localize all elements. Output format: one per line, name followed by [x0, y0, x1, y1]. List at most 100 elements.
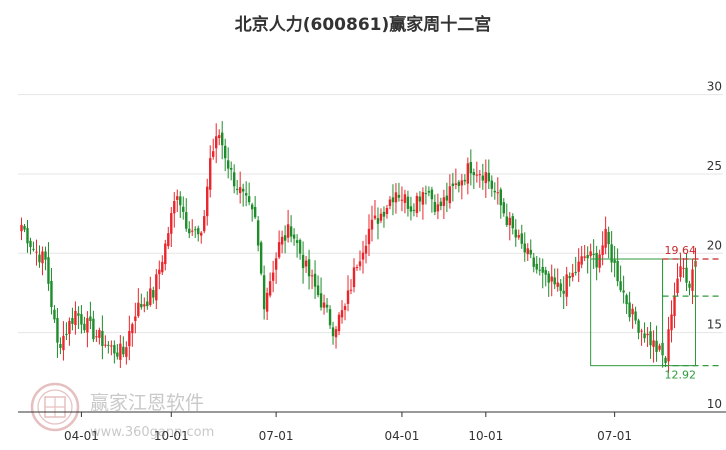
candle-body: [212, 151, 215, 157]
candle-body: [289, 226, 293, 237]
candle: [646, 327, 649, 348]
candle: [238, 171, 242, 204]
candle: [418, 191, 422, 212]
candle: [328, 305, 332, 329]
candle: [194, 226, 197, 238]
candle-body: [484, 172, 488, 184]
y-tick-label: 10: [707, 397, 722, 411]
candle-body: [206, 186, 209, 217]
candle-body: [355, 267, 359, 269]
candle-body: [454, 183, 458, 185]
candle-body: [565, 274, 568, 297]
candle-body: [550, 276, 553, 282]
candle: [442, 189, 446, 219]
candle-body: [155, 274, 158, 301]
candle: [676, 263, 679, 296]
candle: [218, 129, 221, 146]
candle-body: [89, 316, 92, 322]
candle: [520, 224, 523, 249]
candle: [164, 239, 167, 271]
candle: [448, 174, 452, 209]
candle-body: [256, 220, 260, 246]
candle-body: [110, 345, 113, 347]
candle: [301, 241, 305, 284]
watermark-name: 赢家江恩软件: [90, 392, 204, 414]
candle-body: [221, 132, 224, 146]
candle-body: [415, 195, 419, 213]
candle: [511, 213, 514, 235]
candle: [625, 293, 628, 314]
candle-body: [481, 175, 485, 181]
candle-body: [673, 295, 676, 316]
candle-body: [253, 206, 257, 218]
candle-body: [631, 308, 634, 315]
candle-body: [313, 273, 317, 287]
candle-body: [463, 179, 467, 182]
candle-body: [20, 224, 23, 232]
candle-body: [517, 235, 520, 238]
candle: [134, 302, 137, 334]
candle-body: [649, 331, 652, 346]
candle-body: [134, 316, 137, 321]
candle: [298, 238, 302, 260]
candle: [472, 168, 476, 189]
candle: [262, 265, 266, 320]
candle: [682, 258, 685, 278]
candle: [364, 234, 368, 264]
candle-body: [583, 256, 586, 258]
candle: [173, 192, 176, 228]
candle-body: [451, 183, 455, 187]
candle-body: [334, 329, 338, 338]
candle-body: [131, 324, 134, 334]
candle-body: [397, 194, 401, 198]
candle: [274, 252, 278, 284]
candle: [71, 307, 74, 331]
candle-body: [424, 193, 428, 195]
price-label: 12.92: [665, 369, 697, 382]
candle-body: [62, 335, 65, 351]
candle: [493, 182, 496, 200]
candle: [508, 212, 511, 241]
candle-body: [322, 302, 326, 308]
candle-body: [265, 292, 269, 312]
candle: [679, 254, 682, 282]
candle-body: [409, 206, 413, 212]
candle: [439, 197, 443, 211]
candle-body: [140, 303, 143, 308]
candle-body: [83, 323, 86, 331]
candle: [241, 183, 245, 207]
candle-body: [262, 275, 266, 310]
candle-body: [571, 272, 574, 278]
candle-body: [421, 192, 425, 205]
candle: [604, 216, 607, 255]
candle-body: [598, 254, 601, 268]
candle: [47, 242, 50, 291]
candle-body: [430, 189, 434, 200]
candle: [529, 239, 532, 259]
candle-body: [472, 172, 476, 176]
candle: [319, 277, 323, 311]
candle: [343, 303, 347, 321]
candle: [38, 245, 41, 268]
candle-body: [514, 229, 517, 238]
candle-body: [586, 254, 589, 259]
y-tick-label: 30: [707, 80, 722, 94]
candle-body: [125, 347, 128, 357]
candle-body: [688, 283, 691, 288]
candle-body: [457, 181, 461, 186]
x-tick-label: 07-01: [597, 429, 632, 443]
candle: [26, 219, 29, 253]
candle: [535, 256, 538, 274]
candle-body: [685, 267, 688, 283]
candle-body: [92, 318, 95, 340]
candle-body: [391, 197, 395, 203]
candle-body: [652, 340, 655, 347]
candle: [667, 316, 670, 373]
candle-body: [280, 236, 284, 245]
candle-body: [137, 302, 140, 317]
candle: [125, 341, 128, 365]
candle-body: [47, 257, 50, 284]
candle: [337, 312, 341, 336]
candle: [253, 196, 257, 219]
candle-body: [508, 217, 511, 226]
